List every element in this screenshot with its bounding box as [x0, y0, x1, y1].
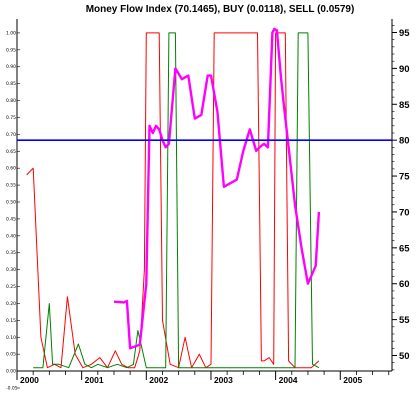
x-axis-ticks: 2000 2001 2002 2003 2004 2005: [16, 371, 390, 385]
x-tick-label: 2000: [20, 375, 39, 385]
series-line-3: [113, 27, 321, 350]
right-tick-label: 90: [399, 64, 410, 75]
left-tick-label: 0.40: [6, 233, 16, 239]
chart-title: Money Flow Index (70.1465), BUY (0.0118)…: [86, 4, 355, 15]
left-tick-label: 0.55: [6, 183, 16, 189]
x-tick-label: 2005: [343, 375, 362, 385]
left-tick-label: 0.05: [6, 352, 16, 358]
x-tick-label: 2001: [85, 375, 104, 385]
x-tick-label: 2003: [214, 375, 233, 385]
left-tick-label: 0.80: [6, 98, 16, 104]
left-tick-label: 0.95: [6, 47, 16, 53]
right-tick-label: 80: [399, 136, 410, 147]
right-tick-label: 85: [399, 100, 410, 111]
left-tick-label: 0.90: [6, 64, 16, 70]
left-tick-label: 0.25: [6, 284, 16, 290]
right-axis-ticks: 50 55 60 65 70 75 80 85 90 95: [392, 25, 410, 371]
left-tick-label: 0.15: [6, 318, 16, 324]
right-tick-label: 95: [399, 28, 410, 39]
right-tick-label: 70: [399, 207, 410, 218]
left-tick-label: 1.00: [6, 30, 16, 36]
right-tick-label: 50: [399, 351, 410, 362]
left-tick-label: 0.75: [6, 115, 16, 121]
left-tick-label: 0.45: [6, 216, 16, 222]
left-tick-label: 0.85: [6, 81, 16, 87]
x-tick-label: 2004: [279, 375, 298, 385]
left-tick-label: 0.00: [6, 369, 16, 375]
series-line-1: [26, 32, 320, 369]
plot-series: [26, 27, 321, 369]
x-tick-label: 2002: [149, 375, 168, 385]
series-line-2: [33, 32, 320, 369]
left-tick-label: -0.05: [6, 386, 18, 392]
right-tick-label: 60: [399, 279, 410, 290]
right-tick-label: 55: [399, 315, 410, 326]
left-tick-label: 0.50: [6, 200, 16, 206]
left-tick-label: 0.20: [6, 301, 16, 307]
left-tick-label: 0.35: [6, 250, 16, 256]
right-tick-label: 75: [399, 172, 410, 183]
right-tick-label: 65: [399, 243, 410, 254]
left-axis-ticks: -0.05 0.00 0.05 0.10 0.15 0.20 0.25 0.30 0.35 0.4…: [6, 30, 20, 392]
left-tick-label: 0.60: [6, 166, 16, 172]
left-tick-label: 0.10: [6, 335, 16, 341]
left-tick-label: 0.65: [6, 149, 16, 155]
left-tick-label: 0.70: [6, 132, 16, 138]
left-tick-label: 0.30: [6, 267, 16, 273]
